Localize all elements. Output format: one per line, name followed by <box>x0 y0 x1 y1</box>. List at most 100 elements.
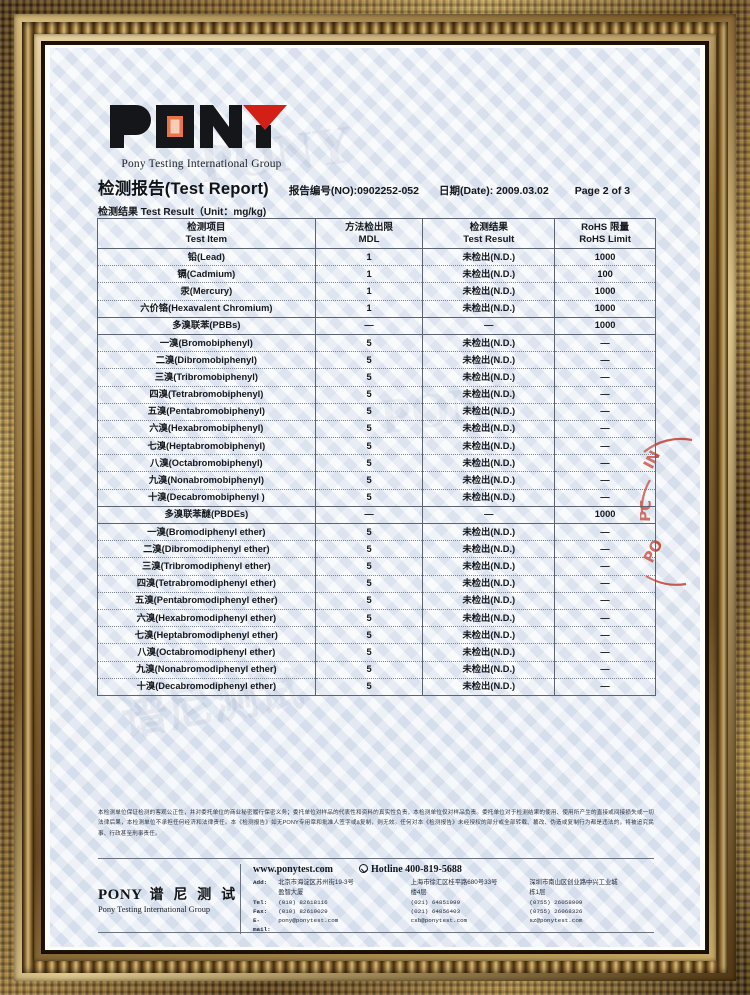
cell-test-result: 未检出(N.D.) <box>422 540 556 559</box>
cell-test-result: 未检出(N.D.) <box>422 677 556 696</box>
cell-rohs-limit: — <box>554 454 656 473</box>
cell-mdl: 5 <box>314 368 424 387</box>
footer-logo-subtitle: Pony Testing International Group <box>98 905 211 914</box>
cell-mdl: 1 <box>314 299 424 318</box>
footer-contact: www.ponytest.com Hotline 400-819-5688 Ad… <box>240 864 654 935</box>
table-row: 六溴(Hexabromodiphenyl ether) 5 未检出(N.D.) — <box>97 608 656 628</box>
cell-test-item: 九溴(Nonabromodiphenyl ether) <box>97 660 316 679</box>
cell-test-item: 二溴(Dibromodiphenyl ether) <box>97 540 316 559</box>
cell-mdl: 5 <box>314 522 424 542</box>
cell-mdl: 5 <box>314 677 424 696</box>
office-address-table: Add: 北京市海淀区苏州街19-3号 上海市徐汇区桂平路680号33号 深圳市南山区… <box>253 878 654 934</box>
address-value: sz@ponytest.com <box>529 916 583 924</box>
cell-rohs-limit: — <box>554 574 656 593</box>
address-value: 上海市徐汇区桂平路680号33号 <box>410 879 498 886</box>
cell-rohs-limit: 1000 <box>554 282 656 301</box>
cell-test-result: 未检出(N.D.) <box>422 488 556 507</box>
cell-mdl: 5 <box>314 591 424 610</box>
page-title: 检测报告(Test Report) <box>98 180 269 198</box>
address-label: Tel: <box>253 898 268 906</box>
address-value: (021) 64851999 <box>410 898 461 906</box>
cell-rohs-limit: 1000 <box>554 316 656 335</box>
address-value: 盈智大厦 <box>278 888 304 896</box>
disclaimer-text: 本检测单位保证检测的客观公正性，并对委托单位的商业秘密履行保密义务；委托单位对样… <box>98 810 654 837</box>
table-row: 二溴(Dibromodiphenyl ether) 5 未检出(N.D.) — <box>97 540 656 559</box>
cell-test-result: 未检出(N.D.) <box>422 574 556 593</box>
cell-test-result: 未检出(N.D.) <box>422 419 556 439</box>
address-value: (0755) 26068326 <box>529 907 583 915</box>
website-link[interactable]: www.ponytest.com <box>253 864 333 875</box>
hotline-block: Hotline 400-819-5688 <box>359 864 462 875</box>
table-row: 铅(Lead) 1 未检出(N.D.) 1000 <box>97 247 656 267</box>
cell-test-item: 八溴(Octabromodiphenyl ether) <box>97 643 316 662</box>
report-number: 报告编号(NO):0902252-052 <box>288 185 419 197</box>
header-cn: RoHS 限量 <box>581 222 630 234</box>
cell-rohs-limit: 100 <box>554 265 656 284</box>
cell-test-result: — <box>422 316 556 335</box>
footer-brand: PONY 谱 尼 测 试 Pony Testing International G… <box>98 864 240 934</box>
cell-test-result: 未检出(N.D.) <box>422 660 556 679</box>
cell-test-item: 十溴(Decabromobiphenyl ) <box>97 488 316 507</box>
cell-test-result: 未检出(N.D.) <box>422 608 556 628</box>
address-label: E-mail: <box>253 916 271 933</box>
cell-mdl: 5 <box>314 608 424 628</box>
phone-icon <box>359 864 368 873</box>
footer-divider-bottom <box>98 932 654 933</box>
cell-mdl: 5 <box>314 402 424 421</box>
table-row: 五溴(Pentabromodiphenyl ether) 5 未检出(N.D.) — <box>97 591 656 610</box>
header-cn: 检测结果 <box>469 222 508 234</box>
cell-rohs-limit: — <box>554 385 656 404</box>
footer-logo-cn: 谱 尼 测 试 <box>149 886 239 902</box>
address-value: 栋1层 <box>529 888 546 896</box>
footer-divider-top <box>98 858 654 859</box>
cell-test-item: 汞(Mercury) <box>97 282 316 301</box>
cell-test-item: 六溴(Hexabromobiphenyl) <box>97 419 316 439</box>
cell-test-result: 未检出(N.D.) <box>422 333 556 353</box>
header-cn: 方法检出限 <box>345 222 394 234</box>
test-results-table: 检测项目 Test Item 方法检出限 MDL 检测结果 Test Resul… <box>97 218 656 696</box>
column-header-test-result: 检测结果 Test Result <box>422 218 556 249</box>
cell-test-result: 未检出(N.D.) <box>422 437 556 456</box>
page-indicator: Page 2 of 3 <box>574 185 631 197</box>
table-row: 三溴(Tribromobiphenyl) 5 未检出(N.D.) — <box>97 368 656 387</box>
column-header-mdl: 方法检出限 MDL <box>314 218 424 249</box>
cell-test-item: 六溴(Hexabromodiphenyl ether) <box>97 608 316 628</box>
cell-test-result: 未检出(N.D.) <box>422 471 556 490</box>
cell-mdl: 5 <box>314 385 424 404</box>
cell-mdl: 5 <box>314 351 424 370</box>
address-label: Add: <box>253 879 268 886</box>
cell-test-item: 四溴(Tetrabromobiphenyl) <box>97 385 316 404</box>
cell-mdl: 5 <box>314 626 424 645</box>
cell-mdl: 5 <box>314 333 424 353</box>
table-row: 三溴(Tribromodiphenyl ether) 5 未检出(N.D.) — <box>97 557 656 576</box>
cell-rohs-limit: — <box>554 488 656 507</box>
header-cn: 检测项目 <box>187 222 226 234</box>
table-row: 八溴(Octabromobiphenyl) 5 未检出(N.D.) — <box>97 454 656 473</box>
cell-test-item: 七溴(Heptabromodiphenyl ether) <box>97 626 316 645</box>
cell-mdl: 5 <box>314 574 424 593</box>
cell-rohs-limit: — <box>554 626 656 645</box>
cell-test-item: 一溴(Bromodiphenyl ether) <box>97 522 316 542</box>
cell-test-result: 未检出(N.D.) <box>422 299 556 318</box>
cell-test-item: 五溴(Pentabromodiphenyl ether) <box>97 591 316 610</box>
cell-rohs-limit: — <box>554 540 656 559</box>
address-row: Fax: (010) 82619029 (021) 64856403 (0755) 2… <box>253 907 654 916</box>
cell-test-result: 未检出(N.D.) <box>422 557 556 576</box>
cell-test-result: 未检出(N.D.) <box>422 643 556 662</box>
address-value: (0755) 26058909 <box>529 898 583 906</box>
address-value: 楼4层 <box>410 888 427 896</box>
table-row: 一溴(Bromobiphenyl) 5 未检出(N.D.) — <box>97 333 656 353</box>
cell-rohs-limit: — <box>554 557 656 576</box>
cell-mdl: 5 <box>314 557 424 576</box>
cell-test-result: 未检出(N.D.) <box>422 351 556 370</box>
cell-rohs-limit: — <box>554 608 656 628</box>
table-row: 九溴(Nonabromobiphenyl) 5 未检出(N.D.) — <box>97 471 656 490</box>
cell-test-result: 未检出(N.D.) <box>422 247 556 267</box>
address-label <box>253 888 278 898</box>
table-header-row: 检测项目 Test Item 方法检出限 MDL 检测结果 Test Resul… <box>97 218 656 249</box>
table-row: 十溴(Decabromobiphenyl ) 5 未检出(N.D.) — <box>97 488 656 507</box>
cell-test-item: 二溴(Dibromobiphenyl) <box>97 351 316 370</box>
cell-mdl: 1 <box>314 265 424 284</box>
table-row: 二溴(Dibromobiphenyl) 5 未检出(N.D.) — <box>97 351 656 370</box>
address-value: 深圳市南山区创业路中兴工业城 <box>529 879 618 886</box>
